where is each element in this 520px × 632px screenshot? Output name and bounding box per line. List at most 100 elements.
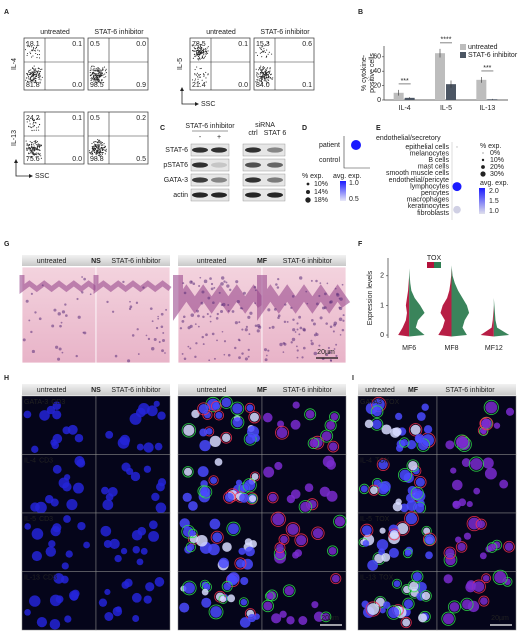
event-dot	[88, 150, 91, 152]
blot-band	[192, 162, 208, 168]
event-dot	[33, 119, 35, 122]
nucleus	[313, 351, 318, 356]
nucleus	[418, 613, 428, 623]
nucleus	[189, 347, 192, 350]
event-dot	[33, 65, 35, 67]
stained-cell	[294, 533, 309, 548]
event-dot	[27, 125, 30, 127]
event-dot	[207, 74, 209, 76]
nucleus	[405, 512, 418, 525]
event-dot	[201, 52, 203, 54]
nucleus	[103, 539, 112, 548]
size-key	[481, 165, 485, 169]
event-dot	[205, 77, 207, 79]
nucleus	[383, 601, 391, 609]
event-dot	[34, 153, 36, 155]
event-dot	[99, 69, 101, 71]
event-dot	[100, 149, 102, 151]
nucleus	[221, 330, 224, 333]
stain-label: TOX	[375, 457, 390, 464]
event-dot	[199, 56, 201, 58]
event-dot	[33, 81, 35, 83]
nucleus	[445, 548, 455, 558]
event-dot	[33, 78, 35, 80]
stained-cell	[475, 518, 487, 530]
event-dot	[265, 76, 267, 78]
nucleus	[126, 467, 134, 476]
nucleus	[119, 434, 131, 446]
panel-letter: H	[4, 375, 9, 382]
stained-cell	[261, 599, 274, 613]
nucleus	[199, 428, 208, 437]
nucleus	[136, 558, 144, 566]
event-dot	[35, 122, 37, 124]
event-dot	[194, 47, 196, 49]
nucleus	[226, 284, 230, 288]
event-dot	[192, 57, 194, 59]
nucleus	[136, 443, 144, 451]
stained-cell	[400, 616, 412, 629]
nucleus	[338, 297, 341, 300]
event-dot	[35, 129, 37, 131]
nucleus	[188, 501, 198, 511]
event-dot	[104, 149, 106, 151]
blot-band	[267, 162, 283, 168]
stained-cell	[208, 604, 224, 620]
event-dot	[257, 69, 260, 71]
nucleus	[400, 438, 408, 446]
event-dot	[197, 78, 199, 80]
event-dot	[99, 81, 101, 83]
event-dot	[104, 146, 106, 148]
nucleus	[83, 277, 86, 281]
significance-label: ****	[441, 37, 452, 44]
legend-label: 0%	[490, 150, 500, 157]
stained-cell	[420, 590, 432, 602]
colorbar	[340, 181, 346, 201]
nucleus	[410, 424, 421, 435]
event-dot	[89, 152, 91, 154]
nucleus	[29, 595, 41, 607]
event-dot	[256, 75, 258, 77]
event-dot	[97, 82, 99, 84]
size-key	[482, 152, 484, 154]
nucleus	[318, 344, 321, 347]
nucleus	[31, 550, 43, 562]
event-dot	[28, 70, 30, 72]
row-label: mast cells	[418, 164, 450, 171]
event-dot	[31, 142, 33, 144]
event-dot	[255, 81, 257, 83]
event-dot	[266, 68, 268, 70]
event-dot	[96, 80, 98, 82]
event-dot	[263, 67, 265, 69]
event-dot	[262, 72, 264, 74]
event-dot	[101, 144, 103, 146]
event-dot	[196, 66, 198, 68]
event-dot	[198, 76, 200, 78]
stained-cell	[278, 533, 290, 545]
blot-band	[267, 147, 283, 153]
significance-label: ***	[401, 78, 409, 85]
event-dot	[26, 144, 28, 146]
nucleus	[198, 404, 209, 414]
event-dot	[32, 80, 34, 82]
event-dot	[34, 72, 36, 74]
panel-letter: D	[302, 125, 307, 132]
nucleus	[290, 306, 293, 310]
nucleus	[114, 554, 122, 563]
nucleus	[412, 572, 422, 582]
blot-band	[211, 162, 227, 168]
event-dot	[195, 48, 197, 50]
event-dot	[93, 149, 96, 152]
event-dot	[35, 144, 37, 146]
stained-cell	[455, 541, 468, 553]
axis-arrowhead	[180, 87, 199, 106]
event-dot	[99, 149, 101, 151]
header-label: NS	[91, 387, 101, 394]
event-dot	[33, 71, 35, 73]
nucleus	[227, 594, 236, 603]
column-label: STAT-6 inhibitor	[260, 29, 310, 36]
event-dot	[39, 75, 41, 77]
blot-band	[211, 192, 227, 198]
nucleus	[196, 309, 199, 313]
